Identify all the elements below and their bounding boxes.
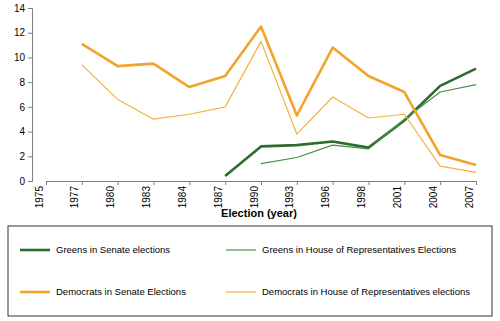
y-tick-label: 8	[19, 77, 25, 88]
x-axis-title: Election (year)	[221, 207, 297, 219]
legend-swatch	[226, 291, 256, 292]
legend-label: Greens in Senate elections	[56, 244, 170, 255]
y-tick: 2	[19, 151, 32, 162]
y-tick: 6	[19, 102, 32, 113]
x-tick: 1980	[105, 181, 118, 208]
x-tick-label: 1987	[213, 186, 224, 209]
x-tick-mark	[297, 181, 298, 185]
x-axis: 1975 1977 1980 1983 1984 1987 1990 1993 1996 1998…	[34, 181, 477, 208]
x-tick-label: 1993	[284, 186, 295, 209]
y-tick: 0	[19, 176, 32, 187]
y-tick-mark	[28, 57, 32, 58]
y-tick-mark	[28, 107, 32, 108]
x-tick-mark	[118, 181, 119, 185]
y-tick: 4	[19, 126, 32, 137]
x-tick: 1990	[249, 181, 262, 208]
x-tick: 1987	[213, 181, 226, 208]
x-tick-label: 1984	[177, 186, 188, 209]
chart-container: 0246810121419751977198019831984198719901…	[0, 0, 500, 321]
x-tick-mark	[440, 181, 441, 185]
x-tick: 1975	[34, 181, 47, 208]
legend-swatch	[226, 249, 256, 250]
y-tick: 10	[14, 52, 32, 63]
x-tick-mark	[404, 181, 405, 185]
chart: 0246810121419751977198019831984198719901…	[0, 0, 500, 321]
x-tick-mark	[225, 181, 226, 185]
legend-swatch	[20, 291, 50, 294]
x-tick: 2007	[464, 181, 477, 208]
y-tick-mark	[28, 156, 32, 157]
x-tick-label: 2007	[464, 186, 475, 209]
x-tick: 1993	[284, 181, 297, 208]
legend-label: Greens in House of Representatives Elect…	[262, 244, 457, 255]
x-tick: 1977	[69, 181, 82, 208]
x-tick-label: 1980	[105, 186, 116, 209]
legend-label: Democrats in House of Representatives el…	[262, 286, 470, 297]
legend-label: Democrats in Senate Elections	[56, 286, 186, 297]
x-tick-label: 1977	[69, 186, 80, 209]
x-tick-mark	[476, 181, 477, 185]
lines	[82, 27, 476, 177]
x-tick-mark	[82, 181, 83, 185]
x-tick-mark	[369, 181, 370, 185]
x-tick-mark	[46, 181, 47, 185]
x-tick-label: 1998	[356, 186, 367, 209]
x-tick: 1998	[356, 181, 369, 208]
series-line	[225, 69, 476, 177]
x-tick: 1996	[320, 181, 333, 208]
x-tick-mark	[333, 181, 334, 185]
x-tick-mark	[261, 181, 262, 185]
y-tick-label: 6	[19, 102, 25, 113]
y-axis: 0 2 4 6 8 10 12 14	[14, 3, 33, 187]
x-tick: 1984	[177, 181, 190, 208]
y-tick: 14	[14, 3, 32, 14]
y-tick-label: 14	[14, 3, 26, 14]
x-tick-mark	[154, 181, 155, 185]
y-tick-label: 0	[19, 176, 25, 187]
legend: Greens in Senate elections Greens in Hous…	[8, 226, 492, 316]
y-tick-mark	[28, 33, 32, 34]
legend-frame	[8, 226, 492, 316]
y-tick-label: 4	[19, 126, 25, 137]
y-tick-mark	[28, 82, 32, 83]
y-tick-mark	[28, 181, 32, 182]
legend-swatch	[20, 249, 50, 252]
x-axis-line	[47, 182, 477, 186]
x-tick-label: 1990	[249, 186, 260, 209]
y-tick-mark	[28, 132, 32, 133]
series-line	[82, 27, 476, 165]
x-tick-label: 2004	[428, 186, 439, 209]
y-tick-mark	[28, 8, 32, 9]
y-axis-line	[28, 9, 33, 182]
y-tick-label: 12	[14, 27, 26, 38]
x-tick-label: 2001	[392, 186, 403, 209]
x-tick-label: 1975	[34, 186, 45, 209]
y-tick: 12	[14, 27, 32, 38]
plot: 0246810121419751977198019831984198719901…	[14, 3, 477, 209]
x-tick-label: 1983	[141, 186, 152, 209]
x-tick: 2001	[392, 181, 405, 208]
x-tick-label: 1996	[320, 186, 331, 209]
x-tick-mark	[189, 181, 190, 185]
x-tick: 2004	[428, 181, 441, 208]
y-tick-label: 2	[19, 151, 25, 162]
y-tick-label: 10	[14, 52, 26, 63]
y-tick: 8	[19, 77, 32, 88]
series-line	[82, 41, 476, 172]
x-tick: 1983	[141, 181, 154, 208]
